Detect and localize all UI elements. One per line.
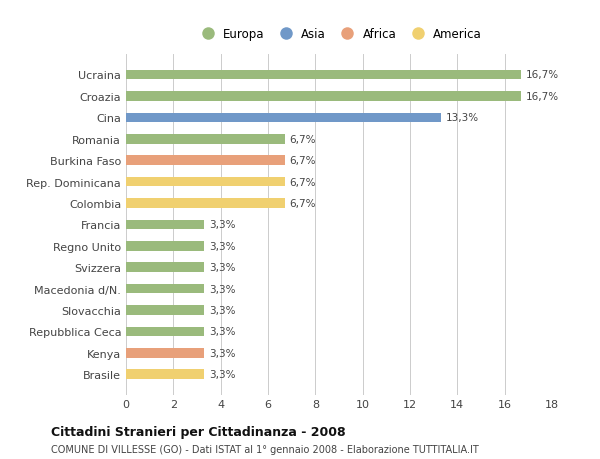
Bar <box>126 241 204 251</box>
Text: 3,3%: 3,3% <box>209 263 235 273</box>
Bar <box>126 348 204 358</box>
Bar <box>126 92 521 101</box>
Text: 3,3%: 3,3% <box>209 327 235 337</box>
Text: 16,7%: 16,7% <box>526 70 559 80</box>
Bar <box>126 71 521 80</box>
Text: 3,3%: 3,3% <box>209 305 235 315</box>
Bar <box>126 177 284 187</box>
Text: Cittadini Stranieri per Cittadinanza - 2008: Cittadini Stranieri per Cittadinanza - 2… <box>51 425 346 438</box>
Text: COMUNE DI VILLESSE (GO) - Dati ISTAT al 1° gennaio 2008 - Elaborazione TUTTITALI: COMUNE DI VILLESSE (GO) - Dati ISTAT al … <box>51 444 479 454</box>
Text: 3,3%: 3,3% <box>209 284 235 294</box>
Text: 3,3%: 3,3% <box>209 348 235 358</box>
Bar <box>126 284 204 294</box>
Bar <box>126 306 204 315</box>
Legend: Europa, Asia, Africa, America: Europa, Asia, Africa, America <box>191 23 487 46</box>
Text: 16,7%: 16,7% <box>526 92 559 102</box>
Text: 6,7%: 6,7% <box>289 177 316 187</box>
Bar <box>126 113 441 123</box>
Text: 3,3%: 3,3% <box>209 220 235 230</box>
Text: 3,3%: 3,3% <box>209 241 235 251</box>
Bar <box>126 369 204 379</box>
Text: 6,7%: 6,7% <box>289 199 316 208</box>
Text: 13,3%: 13,3% <box>445 113 479 123</box>
Text: 3,3%: 3,3% <box>209 369 235 380</box>
Bar <box>126 327 204 336</box>
Bar <box>126 263 204 273</box>
Text: 6,7%: 6,7% <box>289 134 316 145</box>
Bar <box>126 156 284 166</box>
Text: 6,7%: 6,7% <box>289 156 316 166</box>
Bar <box>126 220 204 230</box>
Bar <box>126 134 284 144</box>
Bar <box>126 199 284 208</box>
